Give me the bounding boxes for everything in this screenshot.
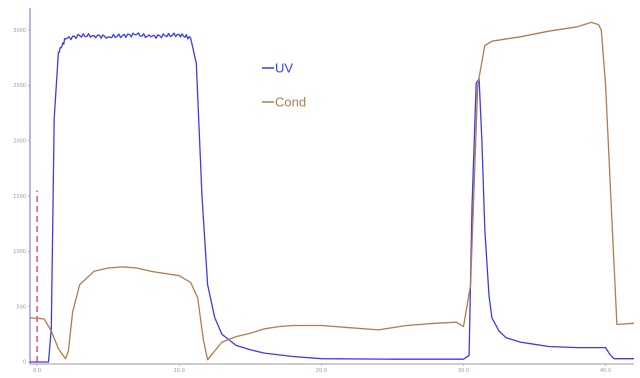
- y-tick-label: 3000: [13, 28, 26, 34]
- y-tick-label: 0: [23, 360, 26, 366]
- x-tick-label: 30.0: [458, 368, 469, 374]
- y-tick-label: 2500: [13, 83, 26, 89]
- chart-ticks: 0 500 1000 1500 2000 2500 3000 0.0 10.0 20.0 30.0 4…: [13, 28, 611, 374]
- legend-label-uv: UV: [275, 61, 293, 76]
- chart-legend: UV Cond: [262, 61, 306, 110]
- series-line-cond: [29, 21, 635, 361]
- x-tick-label: 20.0: [316, 368, 327, 374]
- x-tick-label: 40.0: [600, 368, 611, 374]
- legend-label-cond: Cond: [275, 95, 306, 110]
- y-tick-label: 1000: [13, 249, 26, 255]
- chart-series: [29, 21, 635, 363]
- x-tick-label: 0.0: [33, 368, 41, 374]
- x-tick-label: 10.0: [174, 368, 185, 374]
- y-tick-label: 1500: [13, 194, 26, 200]
- y-tick-label: 500: [16, 304, 26, 310]
- y-tick-label: 2000: [13, 138, 26, 144]
- series-line-uv: [30, 32, 634, 363]
- chart-axes: [29, 8, 634, 365]
